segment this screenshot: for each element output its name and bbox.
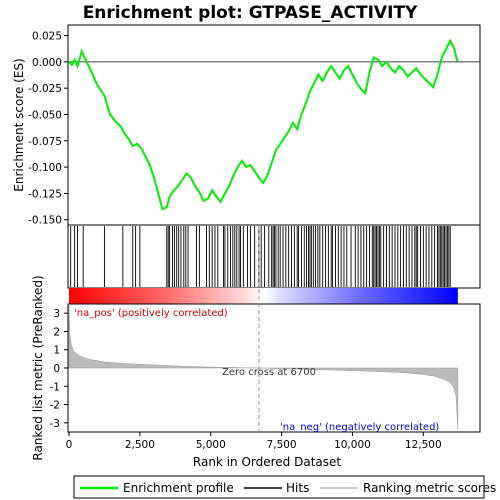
es-y-tick-label: 0.025 [32, 31, 62, 43]
positive-label: 'na_pos' (positively correlated) [74, 308, 228, 319]
x-tick-label: 7,500 [267, 439, 297, 451]
es-y-tick-label: -0.025 [28, 83, 62, 95]
zero-cross-label: Zero cross at 6700 [222, 367, 316, 378]
metric-y-tick-label: 0 [53, 363, 60, 375]
x-tick-label: 0 [66, 439, 73, 451]
x-tick-label: 12,500 [405, 439, 442, 451]
es-y-tick-label: -0.050 [28, 109, 62, 121]
es-y-tick-label: -0.100 [28, 162, 62, 174]
chart-title: Enrichment plot: GTPASE_ACTIVITY [83, 3, 418, 23]
x-axis-label: Rank in Ordered Dataset [193, 455, 341, 469]
hits-panel-frame [67, 224, 481, 289]
negative-label: 'na_neg' (negatively correlated) [280, 422, 439, 433]
metric-y-tick-label: -1 [50, 381, 60, 393]
es-panel-frame [67, 24, 481, 226]
hits-panel [67, 224, 481, 289]
hit-marks [70, 226, 451, 287]
legend-label-metric: Ranking metric scores [363, 481, 496, 495]
x-tick-label: 2,500 [125, 439, 155, 451]
enrichment-profile-line [68, 38, 459, 211]
es-y-tick-label: -0.125 [28, 188, 62, 200]
legend-label-hits: Hits [286, 481, 309, 495]
metric-y-ticks: 3 2 1 0 -1 -2 -3 [50, 308, 68, 430]
metric-y-tick-label: 3 [53, 308, 60, 320]
es-y-ticks: 0.025 0.000 -0.025 -0.050 -0.075 -0.100 -0.125… [28, 31, 68, 227]
metric-y-axis-label: Ranked list metric (PreRanked) [31, 275, 45, 460]
es-y-tick-label: 0.000 [32, 57, 62, 69]
x-ticks: 0 2,500 5,000 7,500 10,000 12,500 [66, 432, 442, 451]
x-tick-label: 10,000 [334, 439, 371, 451]
es-y-tick-label: -0.150 [28, 215, 62, 227]
legend-label-profile: Enrichment profile [123, 481, 234, 495]
metric-y-tick-label: 1 [53, 345, 60, 357]
es-y-axis-label: Enrichment score (ES) [12, 58, 26, 191]
legend-box [73, 475, 485, 499]
metric-panel: 3 2 1 0 -1 -2 -3 'na_pos' (positively correlat… [31, 226, 481, 461]
es-y-tick-label: -0.075 [28, 136, 62, 148]
legend: Enrichment profile Hits Ranking metric s… [73, 475, 496, 499]
x-tick-label: 5,000 [196, 439, 226, 451]
metric-y-tick-label: -2 [50, 400, 60, 412]
es-panel: 0.025 0.000 -0.025 -0.050 -0.075 -0.100 -0.125… [12, 24, 481, 227]
rank-color-bar [69, 288, 458, 304]
metric-y-tick-label: 2 [53, 326, 60, 338]
metric-y-tick-label: -3 [50, 418, 60, 430]
